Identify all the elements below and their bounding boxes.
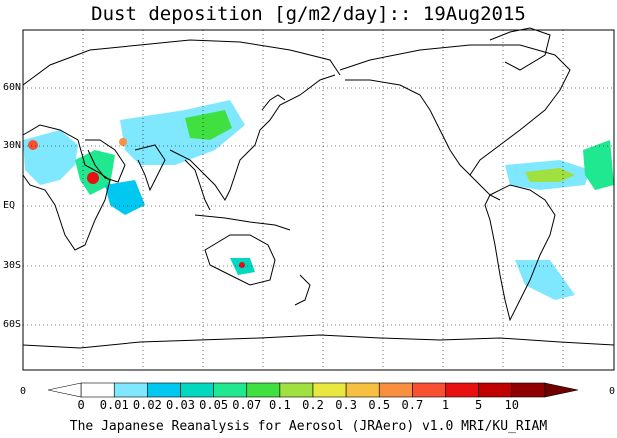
dust-hotspot-australia: [239, 262, 245, 268]
coastline-australia: [204, 234, 276, 286]
colorbar-tick-label: 0.03: [166, 398, 195, 412]
colorbar-segment: [544, 382, 579, 398]
colorbar-segment: [412, 382, 446, 398]
lat-label-eq: EQ: [3, 200, 16, 211]
colorbar-segment: [147, 382, 181, 398]
colorbar-tick-label: 0.5: [368, 398, 390, 412]
coastline-indonesia: [194, 214, 291, 231]
coastline-indochina: [184, 159, 211, 211]
colorbar-tick-label: 0.02: [133, 398, 162, 412]
colorbar-segment: [113, 382, 148, 398]
lon-label-left: 0: [20, 386, 26, 397]
dust-hotspot-horn: [87, 172, 99, 184]
colorbar-tick-label: 0.7: [402, 398, 424, 412]
coastline-india: [134, 144, 166, 192]
coastline-antarctica: [22, 334, 615, 349]
dust-plume-africa-south: [105, 180, 145, 215]
coastline-north-america: [339, 44, 571, 176]
colorbar-segment: [345, 382, 380, 398]
lat-label-60s: 60S: [3, 319, 22, 330]
colorbar-tick-label: 1: [442, 398, 449, 412]
coastline-south-america: [484, 184, 556, 322]
colorbar-segment: [47, 382, 82, 398]
dust-plume-asia: [120, 100, 245, 165]
dust-plume-atlantic-core: [525, 168, 575, 182]
credit-line: The Japanese Reanalysis for Aerosol (JRA…: [69, 419, 548, 434]
dust-hotspot-sahara: [28, 140, 38, 150]
colorbar-tick-label: 0: [78, 398, 85, 412]
colorbar-segment: [180, 382, 214, 398]
colorbar-tick-label: 0.2: [302, 398, 324, 412]
colorbar-segment: [246, 382, 281, 398]
colorbar-segment: [312, 382, 347, 398]
colorbar-segment: [378, 382, 413, 398]
colorbar-segment: [511, 382, 546, 398]
coastline-greenland: [489, 27, 551, 71]
coastline-east-asia: [169, 74, 336, 201]
colorbar-tick-label: 10: [505, 398, 519, 412]
coastline-central-america: [469, 174, 501, 201]
dust-plume-caribbean-east: [583, 140, 614, 190]
colorbar-segment: [80, 382, 115, 398]
map-title: Dust deposition [g/m2/day]:: 19Aug2015: [91, 3, 526, 25]
dust-deposition-shading: [23, 100, 614, 300]
colorbar-segment: [478, 382, 513, 398]
colorbar-tick-label: 0.01: [100, 398, 129, 412]
lon-label-right: 0: [609, 386, 615, 397]
dust-plume-sahara: [23, 130, 78, 185]
lat-label-30s: 30S: [3, 260, 22, 271]
map-frame: [22, 29, 615, 371]
colorbar-tick-label: 0.3: [335, 398, 357, 412]
colorbar-tick-label: 0.1: [269, 398, 291, 412]
colorbar-segment: [213, 382, 248, 398]
coastline-eurasia-north: [22, 39, 341, 86]
colorbar-segment: [279, 382, 314, 398]
dust-plume-south-america: [515, 260, 575, 300]
colorbar-segment: [445, 382, 479, 398]
coastline-arabia: [85, 139, 126, 183]
colorbar: 0 0.01 0.02 0.03 0.05 0.07 0.1 0.2 0.3 0.5 0.7 1 5 10: [47, 382, 579, 412]
lat-label-30n: 30N: [3, 140, 22, 151]
dust-plume-asia-core: [185, 110, 232, 140]
coastline-japan: [261, 94, 286, 111]
colorbar-tick-label: 0.07: [232, 398, 261, 412]
lat-label-60n: 60N: [3, 82, 22, 93]
graticule: [23, 30, 614, 370]
coastlines: [22, 27, 615, 349]
coastline-new-zealand: [294, 274, 311, 306]
colorbar-tick-label: 5: [475, 398, 482, 412]
colorbar-tick-label: 0.05: [199, 398, 228, 412]
dust-hotspot-arabia: [119, 138, 127, 146]
coastline-africa: [22, 124, 111, 251]
